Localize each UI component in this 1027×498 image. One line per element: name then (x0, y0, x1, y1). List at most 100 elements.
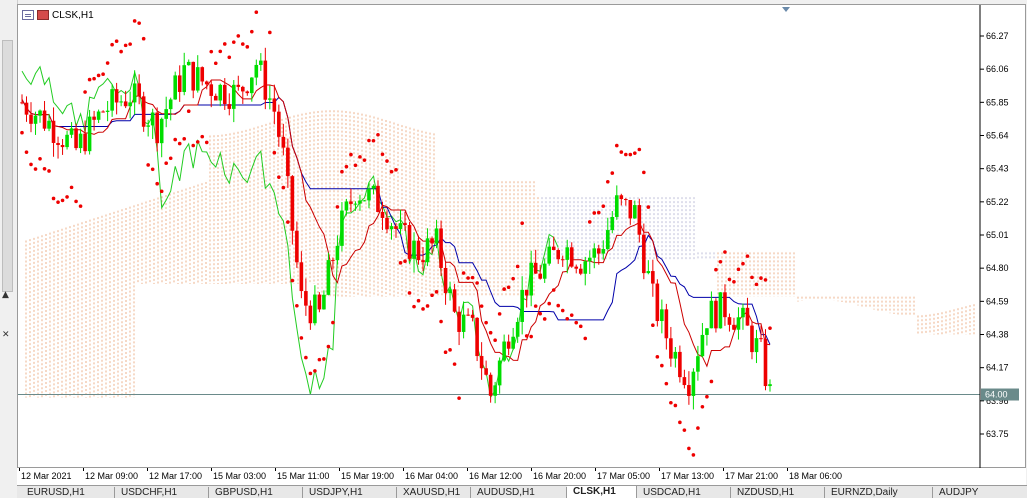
candle (430, 236, 434, 254)
candle (132, 70, 137, 115)
close-icon[interactable]: ✕ (2, 330, 10, 340)
sar-dot (92, 76, 96, 81)
candles-group (20, 47, 772, 410)
tab-eurusd-h1[interactable]: EURUSD,H1 (21, 487, 115, 498)
tab-usdchf-h1[interactable]: USDCHF,H1 (115, 487, 209, 498)
candle (750, 320, 754, 360)
candle (592, 243, 597, 269)
tab-audjpy[interactable]: AUDJPY (933, 487, 1027, 498)
candle (403, 211, 407, 231)
sar-dot (547, 301, 552, 306)
candle (763, 329, 768, 391)
tab-audusd-h1[interactable]: AUDUSD,H1 (471, 487, 567, 498)
candle (610, 210, 615, 234)
tab-usdjpy-h1[interactable]: USDJPY,H1 (303, 487, 397, 498)
tab-gbpusd-h1[interactable]: GBPUSD,H1 (209, 487, 303, 498)
candle (47, 113, 51, 132)
tab-xauusd-h1[interactable]: XAUUSD,H1 (397, 487, 471, 498)
sar-dot (182, 137, 187, 141)
sar-dot (673, 403, 678, 408)
collapse-icon[interactable]: ▲ (2, 290, 9, 300)
candle (376, 180, 380, 213)
candle (159, 117, 164, 158)
sar-dot (177, 141, 182, 146)
candle (736, 307, 741, 340)
price-chart[interactable]: 66.27 66.06 65.85 65.64 65.43 65.22 65.01 64.80… (18, 5, 1027, 469)
candle (119, 95, 123, 107)
candle (24, 96, 29, 122)
candle (601, 240, 606, 260)
sar-dot (655, 355, 660, 359)
sar-dot (74, 199, 78, 204)
sar-dot (42, 166, 47, 171)
vertical-scrollbar[interactable] (2, 40, 13, 292)
candle (308, 300, 313, 330)
sar-dot (727, 277, 732, 282)
sar-dot (326, 344, 331, 349)
candle (177, 65, 182, 102)
sar-dot (709, 379, 714, 384)
candle (515, 317, 520, 343)
candle (596, 244, 601, 265)
time-axis-tick (211, 468, 212, 471)
sar-dot (732, 279, 736, 284)
sar-dot (389, 169, 394, 174)
sar-dot (520, 221, 524, 225)
candle (587, 250, 592, 274)
sar-dot (700, 404, 705, 409)
tab-usdcad-h1[interactable]: USDCAD,H1 (637, 487, 731, 498)
candle (213, 93, 218, 101)
candle (78, 128, 83, 154)
sar-dot (596, 210, 601, 215)
candle (186, 59, 191, 66)
candle (331, 257, 335, 270)
chart-properties-icon (22, 10, 34, 20)
candle (60, 139, 65, 155)
tab-nzdusd-h1[interactable]: NZDUSD,H1 (731, 487, 825, 498)
sar-dot (551, 288, 556, 292)
candle (295, 221, 299, 268)
tab-eurnzd-daily[interactable]: EURNZD,Daily (825, 487, 933, 498)
candle (470, 309, 475, 322)
candle (367, 182, 371, 209)
sar-dot (146, 163, 150, 167)
sar-dot (317, 357, 322, 362)
sar-dot (560, 308, 565, 313)
sar-dot (502, 287, 506, 291)
candle (434, 219, 439, 249)
tab-clsk-h1[interactable]: CLSK,H1 (567, 486, 637, 498)
sar-dot (439, 319, 443, 324)
time-axis-label: 12 Mar 09:00 (85, 471, 139, 481)
sar-dot (51, 196, 56, 201)
time-axis-tick (467, 468, 468, 471)
candle (74, 123, 78, 151)
sar-dot (385, 159, 389, 163)
sar-dot (610, 171, 615, 175)
candle (268, 85, 272, 110)
sar-dot (466, 276, 470, 280)
candle (92, 110, 96, 131)
candle (421, 247, 425, 272)
sar-dot (506, 285, 511, 290)
time-axis-tick (659, 468, 660, 471)
candle (484, 360, 488, 376)
candle (637, 198, 642, 243)
candle (605, 217, 610, 251)
candle (326, 252, 331, 296)
sar-dot (651, 323, 655, 328)
time-axis-tick (531, 468, 532, 471)
candle (407, 222, 412, 261)
candle (723, 284, 727, 326)
sar-dot (299, 336, 304, 340)
sar-dot (768, 326, 772, 330)
candle (709, 291, 714, 329)
sar-dot (308, 371, 313, 376)
time-axis-tick (787, 468, 788, 471)
price-axis-label: 65.01 (986, 230, 1009, 240)
candle (497, 357, 502, 394)
sar-dot (759, 276, 763, 280)
time-axis-label: 16 Mar 20:00 (533, 471, 587, 481)
sar-dot (195, 140, 200, 144)
candle (114, 82, 119, 115)
chart-window[interactable]: 66.27 66.06 65.85 65.64 65.43 65.22 65.01 64.80… (17, 4, 1027, 469)
